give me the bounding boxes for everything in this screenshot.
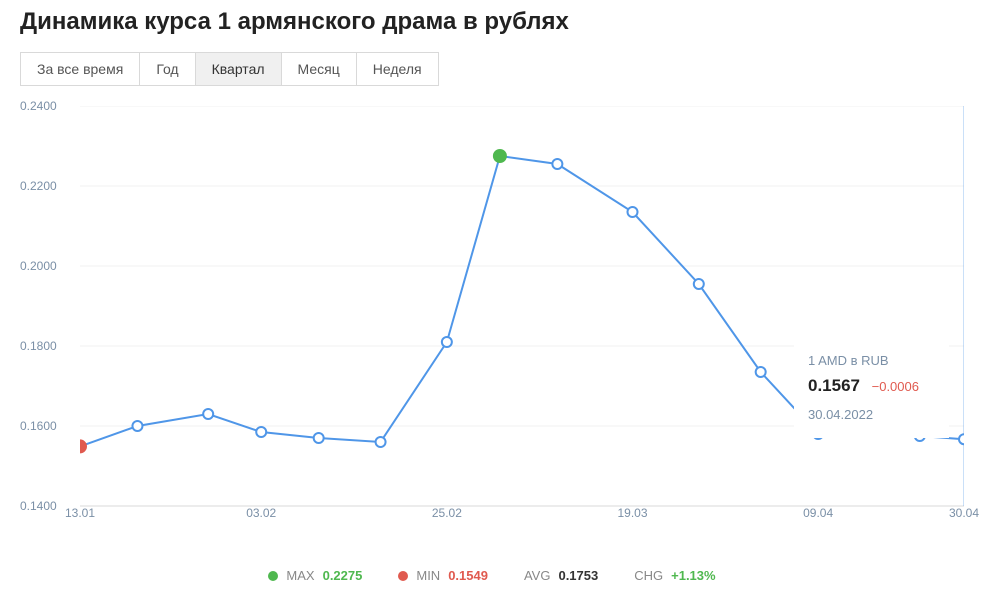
x-tick-3: 19.03 [617, 506, 647, 560]
legend-min: MIN 0.1549 [398, 568, 488, 583]
y-tick-3: 0.2000 [20, 259, 57, 273]
x-tick-0: 13.01 [65, 506, 95, 560]
data-point-10[interactable] [694, 279, 704, 289]
legend-max-value: 0.2275 [323, 568, 363, 583]
tooltip: 1 AMD в RUB 0.1567 −0.0006 30.04.2022 [794, 339, 949, 438]
chart-area: 0.14000.16000.18000.20000.22000.2400 13.… [20, 106, 964, 536]
legend-max: MAX 0.2275 [268, 568, 362, 583]
y-tick-5: 0.2400 [20, 99, 57, 113]
legend-avg: AVG 0.1753 [524, 568, 598, 583]
legend-chg-label: CHG [634, 568, 663, 583]
data-point-3[interactable] [256, 427, 266, 437]
chart-title: Динамика курса 1 армянского драма в рубл… [20, 8, 964, 36]
max-dot-icon [268, 571, 278, 581]
data-point-4[interactable] [314, 433, 324, 443]
legend-chg: CHG +1.13% [634, 568, 715, 583]
data-point-7[interactable] [494, 150, 506, 162]
legend-chg-value: +1.13% [671, 568, 715, 583]
min-dot-icon [398, 571, 408, 581]
x-tick-5: 30.04 [949, 506, 979, 560]
data-point-0[interactable] [80, 440, 86, 452]
data-point-9[interactable] [628, 207, 638, 217]
y-tick-1: 0.1600 [20, 419, 57, 433]
legend-min-value: 0.1549 [448, 568, 488, 583]
legend-avg-value: 0.1753 [558, 568, 598, 583]
data-point-6[interactable] [442, 337, 452, 347]
data-point-8[interactable] [552, 159, 562, 169]
legend-max-label: MAX [286, 568, 314, 583]
x-tick-2: 25.02 [432, 506, 462, 560]
line-chart [80, 106, 964, 508]
tab-1[interactable]: Год [140, 53, 195, 85]
tab-2[interactable]: Квартал [196, 53, 282, 85]
tooltip-header: 1 AMD в RUB [808, 351, 935, 372]
data-point-15[interactable] [959, 434, 964, 444]
tooltip-delta: −0.0006 [872, 379, 919, 394]
tab-4[interactable]: Неделя [357, 53, 438, 85]
legend-avg-label: AVG [524, 568, 551, 583]
x-tick-1: 03.02 [246, 506, 276, 560]
y-tick-0: 0.1400 [20, 499, 57, 513]
data-point-2[interactable] [203, 409, 213, 419]
period-tabs: За все времяГодКварталМесяцНеделя [20, 52, 439, 86]
data-point-11[interactable] [756, 367, 766, 377]
data-point-5[interactable] [376, 437, 386, 447]
legend-min-label: MIN [416, 568, 440, 583]
tooltip-value: 0.1567 [808, 372, 860, 399]
chart-legend: MAX 0.2275 MIN 0.1549 AVG 0.1753 CHG +1.… [0, 568, 984, 583]
x-tick-4: 09.04 [803, 506, 833, 560]
tooltip-date: 30.04.2022 [808, 405, 935, 426]
tab-3[interactable]: Месяц [282, 53, 357, 85]
y-tick-4: 0.2200 [20, 179, 57, 193]
data-point-1[interactable] [132, 421, 142, 431]
y-tick-2: 0.1800 [20, 339, 57, 353]
tab-0[interactable]: За все время [21, 53, 140, 85]
